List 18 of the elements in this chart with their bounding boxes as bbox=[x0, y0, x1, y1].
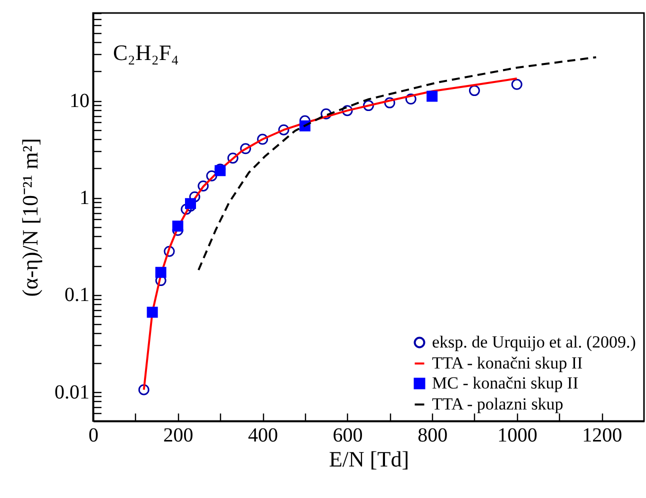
y-tick-label: 0.01 bbox=[54, 381, 90, 404]
x-tick-label: 0 bbox=[88, 424, 98, 446]
x-tick-label: 1000 bbox=[497, 424, 538, 446]
x-tick-label: 600 bbox=[332, 424, 363, 446]
x-tick-label: 200 bbox=[163, 424, 194, 446]
annotation: C₂H₂F₄ bbox=[113, 40, 179, 65]
x-tick-label: 1200 bbox=[582, 424, 622, 446]
x-tick-label: 400 bbox=[248, 424, 278, 446]
x-axis-title: E/N [Td] bbox=[328, 446, 410, 472]
legend-label: eksp. de Urquijo et al. (2009.) bbox=[432, 332, 636, 352]
legend-label: TTA - konačni skup II bbox=[432, 354, 583, 372]
legend-label: MC - konačni skup II bbox=[432, 374, 579, 392]
y-tick-label: 10 bbox=[70, 90, 90, 112]
y-tick-label: 1 bbox=[80, 187, 90, 210]
y-tick-label: 0.1 bbox=[64, 284, 90, 306]
legend-label: TTA - polazni skup bbox=[432, 394, 564, 414]
x-tick-label: 800 bbox=[418, 424, 448, 446]
y-axis-title: (α-η)/N [10⁻²¹ m²] bbox=[18, 138, 42, 297]
